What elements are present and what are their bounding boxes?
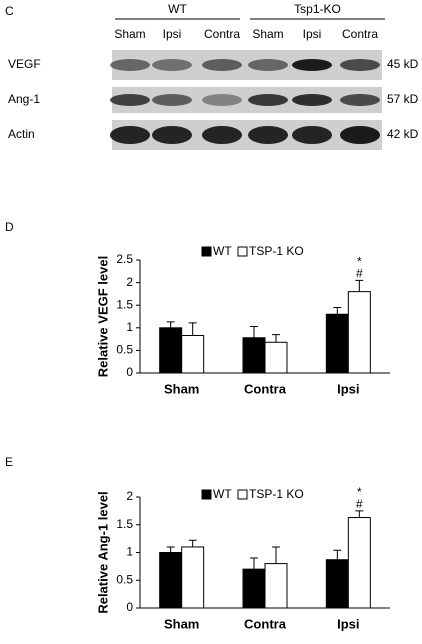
y-tick-label: 1 — [126, 545, 133, 559]
blot-band — [248, 59, 288, 71]
blot-band — [292, 94, 332, 106]
annotation: * — [357, 485, 362, 499]
panel-label: D — [5, 220, 14, 234]
bar — [181, 334, 205, 374]
y-axis-label: Relative VEGF level — [95, 256, 110, 377]
legend-swatch — [201, 489, 212, 500]
y-tick-label: 2.5 — [116, 252, 133, 266]
legend-swatch — [237, 246, 248, 257]
bar — [181, 546, 205, 609]
blot-band — [202, 126, 242, 144]
group-label: WT — [168, 2, 187, 16]
y-tick-label: 0 — [126, 365, 133, 379]
lane-label: Ipsi — [163, 27, 182, 41]
y-tick-label: 2 — [126, 275, 133, 289]
y-tick-label: 0.5 — [116, 572, 133, 586]
size-label: 45 kD — [387, 57, 419, 71]
blot-band — [152, 126, 192, 144]
error-bar — [188, 322, 197, 336]
x-tick-label: Sham — [164, 381, 199, 396]
row-label: Actin — [8, 127, 35, 141]
blot-band — [152, 59, 192, 71]
lane-label: Contra — [342, 27, 378, 41]
blot-band — [292, 59, 332, 71]
blot-band — [248, 126, 288, 144]
error-bar — [333, 306, 342, 315]
error-bar — [355, 510, 364, 518]
error-bar — [166, 546, 175, 553]
row-label: Ang-1 — [8, 92, 40, 106]
bar — [242, 337, 266, 374]
bar — [264, 341, 288, 374]
blot-band — [340, 59, 380, 71]
bar — [325, 313, 349, 374]
size-label: 57 kD — [387, 92, 419, 106]
x-tick-label: Ipsi — [337, 616, 359, 631]
bar — [347, 517, 371, 609]
lane-label: Sham — [252, 27, 283, 41]
y-tick-label: 1 — [126, 320, 133, 334]
legend-swatch — [237, 489, 248, 500]
error-bar — [250, 325, 258, 338]
blot-band — [110, 94, 150, 106]
bar — [159, 327, 183, 374]
panel-label: E — [5, 455, 13, 469]
y-tick-label: 0 — [126, 600, 133, 614]
blot-band — [340, 94, 380, 106]
lane-label: Contra — [204, 27, 240, 41]
annotation: * — [357, 255, 362, 269]
group-label: Tsp1-KO — [294, 2, 341, 16]
annotation: # — [356, 267, 363, 281]
error-bar — [272, 334, 280, 343]
bar — [242, 568, 266, 609]
x-tick-label: Contra — [244, 381, 287, 396]
legend-label: WT — [213, 244, 232, 258]
blot-band — [202, 59, 242, 71]
bar — [159, 552, 183, 609]
row-label: VEGF — [8, 57, 41, 71]
error-bar — [250, 557, 258, 570]
blot-band — [152, 94, 192, 106]
size-label: 42 kD — [387, 127, 419, 141]
blot-band — [340, 126, 380, 144]
y-tick-label: 2 — [126, 489, 133, 503]
blot-band — [202, 94, 242, 106]
bar — [325, 559, 349, 609]
panel-label: C — [5, 4, 14, 18]
x-tick-label: Ipsi — [337, 381, 359, 396]
y-tick-label: 0.5 — [116, 343, 133, 357]
legend-label: TSP-1 KO — [249, 244, 304, 258]
y-tick-label: 1.5 — [116, 517, 133, 531]
x-tick-label: Sham — [164, 616, 199, 631]
annotation: # — [356, 497, 363, 511]
x-tick-label: Contra — [244, 616, 287, 631]
bar — [264, 563, 288, 609]
legend-label: TSP-1 KO — [249, 487, 304, 501]
legend-label: WT — [213, 487, 232, 501]
blot-band — [248, 94, 288, 106]
bar — [347, 291, 371, 374]
lane-label: Sham — [114, 27, 145, 41]
y-tick-label: 1.5 — [116, 297, 133, 311]
legend-swatch — [201, 246, 212, 257]
blot-band — [110, 59, 150, 71]
blot-band — [292, 126, 332, 144]
lane-label: Ipsi — [303, 27, 322, 41]
blot-band — [110, 126, 150, 144]
error-bar — [272, 546, 280, 564]
error-bar — [333, 549, 342, 560]
error-bar — [355, 279, 364, 292]
error-bar — [188, 539, 197, 547]
y-axis-label: Relative Ang-1 level — [95, 491, 110, 613]
error-bar — [166, 321, 175, 328]
